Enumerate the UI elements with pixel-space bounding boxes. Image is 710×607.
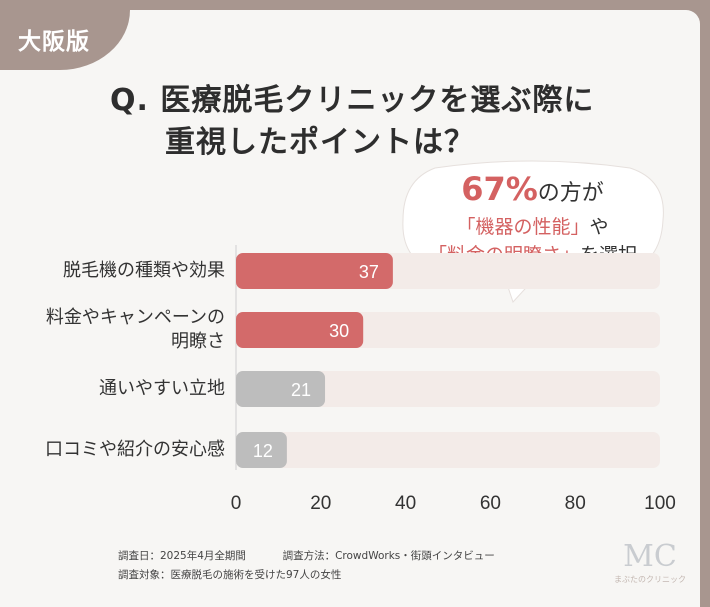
title-line1: Q. 医療脱毛クリニックを選ぶ際に [110, 83, 595, 118]
logo-text: まぶたのクリニック [614, 575, 686, 584]
x-tick-label: 80 [565, 493, 586, 514]
category-label-line: 料金やキャンペーンの [45, 307, 225, 328]
category-label: 脱毛機の種類や効果 [10, 259, 225, 283]
x-tick-label: 40 [395, 493, 416, 514]
footer-line2: 調査対象：医療脱毛の施術を受けた97人の女性 [118, 569, 342, 581]
title-line2: 重視したポイントは？ [165, 125, 475, 160]
x-tick-label: 60 [480, 493, 501, 514]
category-label-line: 脱毛機の種類や効果 [63, 260, 225, 281]
callout-line2: 「機器の性能」や [395, 213, 670, 241]
category-label: 口コミや紹介の安心感 [10, 438, 225, 462]
region-badge: 大阪版 [18, 29, 90, 55]
x-tick-label: 0 [231, 493, 242, 514]
clinic-logo: MC まぶたのクリニック [610, 540, 690, 585]
question-title: Q. 医療脱毛クリニックを選ぶ際に 重視したポイントは？ [110, 80, 670, 164]
card-background [0, 10, 700, 607]
x-tick-label: 20 [310, 493, 331, 514]
bar-track [236, 432, 660, 468]
callout-line2-highlight: 「機器の性能」 [456, 216, 590, 238]
bar [236, 432, 287, 468]
bar [236, 312, 364, 348]
logo-mark: MC [623, 539, 677, 574]
bar [236, 253, 393, 289]
bar-track [236, 371, 660, 407]
category-label-line: 口コミや紹介の安心感 [45, 439, 225, 460]
footer-line1: 調査日：2025年4月全期間 調査方法：CrowdWorks・街頭インタビュー [118, 548, 495, 563]
bar-value-label: 37 [359, 262, 379, 282]
callout-line1-suffix: の方が [537, 181, 604, 206]
bar-value-label: 30 [329, 321, 349, 341]
callout-percent: 67% [461, 170, 538, 208]
survey-method: 調査方法：CrowdWorks・街頭インタビュー [282, 550, 495, 562]
callout-line1: 67%の方が [395, 170, 670, 213]
survey-date: 調査日：2025年4月全期間 [118, 550, 246, 562]
x-tick-label: 100 [644, 493, 676, 514]
category-label: 通いやすい立地 [10, 377, 225, 401]
bar-value-label: 21 [291, 380, 311, 400]
category-label-line: 通いやすい立地 [99, 378, 225, 399]
category-label: 料金やキャンペーンの明瞭さ [10, 306, 225, 354]
bar-value-label: 12 [253, 441, 273, 461]
callout-line2-suffix: や [589, 216, 609, 238]
bar [236, 371, 326, 407]
category-label-line: 明瞭さ [171, 331, 225, 352]
